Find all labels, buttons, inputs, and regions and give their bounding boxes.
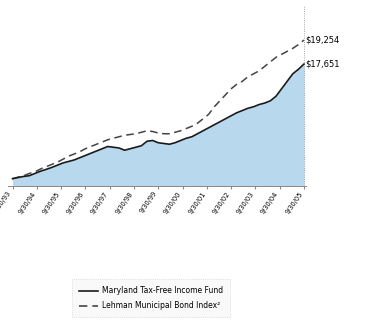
- Text: $17,651: $17,651: [305, 60, 340, 69]
- Text: $19,254: $19,254: [305, 36, 339, 45]
- Legend: Maryland Tax-Free Income Fund, Lehman Municipal Bond Index²: Maryland Tax-Free Income Fund, Lehman Mu…: [72, 279, 230, 317]
